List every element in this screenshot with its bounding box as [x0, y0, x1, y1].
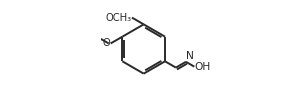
- Text: OCH₃: OCH₃: [105, 13, 131, 23]
- Text: N: N: [186, 51, 194, 61]
- Text: OH: OH: [195, 62, 211, 72]
- Text: O: O: [103, 38, 110, 48]
